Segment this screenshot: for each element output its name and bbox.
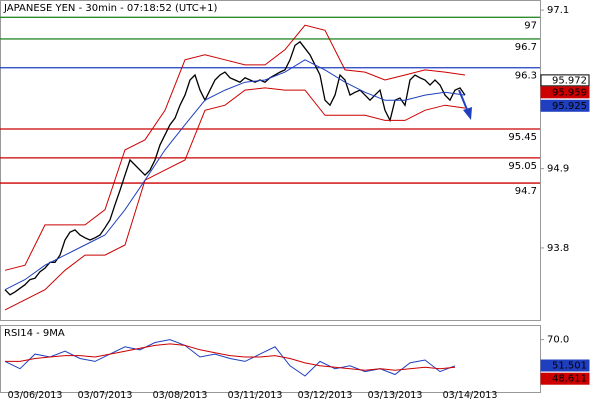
x-tick-label: 03/12/2013 — [298, 390, 353, 400]
x-tick-label: 03/11/2013 — [228, 390, 283, 400]
level-label: 95.05 — [508, 161, 537, 172]
last-value-box — [540, 99, 590, 112]
series-line — [4, 24, 466, 271]
y-tick-label: 97.1 — [547, 5, 569, 16]
rsi-title: RSI14 - 9MA — [4, 328, 65, 339]
series-line — [5, 343, 456, 371]
series-line — [4, 87, 466, 311]
y-tick-label: 70.0 — [547, 335, 569, 346]
series-line — [4, 339, 456, 377]
last-value-label: 95.925 — [552, 101, 587, 112]
y-tick-label: 93.8 — [547, 243, 569, 254]
price-panel — [0, 0, 541, 321]
trend-arrow — [458, 89, 469, 113]
rsi-panel — [0, 325, 541, 393]
last-value-box — [540, 74, 590, 87]
last-value-box — [540, 359, 590, 372]
x-tick-label: 03/08/2013 — [153, 390, 208, 400]
last-value-label: 48.611 — [552, 374, 587, 385]
level-label: 94.7 — [515, 186, 537, 197]
series-line — [4, 40, 466, 296]
chart-title: JAPANESE YEN - 30min - 07:18:52 (UTC+1) — [3, 3, 217, 14]
level-label: 97 — [524, 20, 537, 31]
last-value-label: 51.501 — [552, 361, 587, 372]
x-tick-label: 03/06/2013 — [8, 390, 63, 400]
series-line — [4, 59, 466, 291]
x-tick-label: 03/14/2013 — [443, 390, 498, 400]
last-value-box — [540, 86, 590, 99]
last-value-label: 95.959 — [552, 87, 587, 98]
arrow-head — [463, 107, 472, 120]
level-label: 96.7 — [515, 42, 537, 53]
last-value-label: 95.972 — [552, 75, 587, 86]
level-label: 96.3 — [515, 71, 537, 82]
x-tick-label: 03/13/2013 — [368, 390, 423, 400]
x-tick-label: 03/07/2013 — [78, 390, 133, 400]
last-value-box — [540, 372, 590, 385]
level-label: 95.45 — [508, 132, 537, 143]
y-tick-label: 94.9 — [547, 164, 569, 175]
